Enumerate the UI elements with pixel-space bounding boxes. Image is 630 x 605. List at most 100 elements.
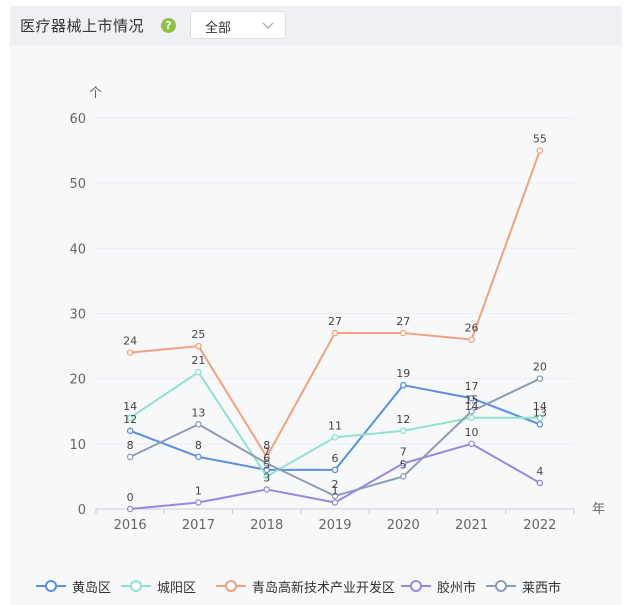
legend-line-icon (216, 580, 246, 592)
data-label: 2 (332, 478, 339, 491)
data-point (195, 421, 202, 428)
data-point (263, 486, 270, 493)
data-label: 1 (332, 484, 339, 497)
data-point (331, 434, 339, 441)
data-point (195, 342, 202, 350)
region-select[interactable]: 全部 (190, 11, 286, 39)
x-axis-unit: 年 (592, 502, 605, 517)
data-point (263, 453, 270, 461)
data-label: 8 (195, 439, 202, 452)
page-title: 医疗器械上市情况 (20, 17, 145, 35)
data-label: 7 (263, 445, 270, 458)
data-point (468, 414, 475, 422)
x-tick-label: 2021 (455, 518, 488, 533)
data-point (536, 479, 544, 487)
data-point (331, 492, 339, 500)
data-point (263, 460, 270, 467)
data-point (400, 460, 407, 467)
data-label: 5 (263, 458, 270, 471)
legend-line-icon (36, 580, 66, 592)
legend-label: 城阳区 (157, 581, 197, 596)
data-label: 6 (332, 452, 339, 465)
data-label: 21 (191, 354, 205, 367)
x-tick-label: 2018 (250, 518, 283, 533)
legend-label: 莱西市 (522, 581, 562, 596)
data-point (536, 375, 544, 382)
data-label: 7 (400, 445, 407, 458)
data-point (195, 499, 202, 506)
data-point (468, 336, 475, 343)
data-label: 0 (127, 491, 134, 504)
data-label: 13 (191, 406, 205, 419)
x-tick-label: 2020 (387, 518, 420, 533)
data-label: 17 (465, 380, 479, 393)
data-point (263, 466, 270, 474)
data-label: 10 (465, 426, 479, 439)
data-label: 19 (396, 367, 410, 380)
data-point (331, 499, 339, 506)
data-label: 27 (396, 315, 410, 328)
data-point (126, 414, 134, 422)
data-label: 24 (123, 335, 137, 348)
x-tick-label: 2019 (318, 518, 351, 533)
data-label: 15 (465, 393, 479, 406)
help-icon[interactable]: ? (161, 18, 176, 33)
data-label: 26 (465, 322, 479, 335)
panel-header: 医疗器械上市情况 ? 全部 (10, 6, 622, 46)
x-tick-label: 2017 (182, 518, 215, 533)
legend-line-icon (121, 580, 151, 592)
data-label: 14 (533, 400, 547, 413)
data-label: 25 (191, 328, 205, 341)
data-point (400, 329, 407, 337)
y-tick-label: 30 (69, 308, 86, 323)
legend-label: 胶州市 (437, 581, 477, 596)
data-label: 13 (533, 406, 547, 419)
data-point (331, 466, 339, 474)
data-point (468, 394, 475, 402)
y-tick-label: 0 (78, 503, 86, 518)
data-label: 11 (328, 419, 342, 432)
data-point (126, 453, 134, 461)
legend-label: 青岛高新技术产业开发区 (252, 581, 396, 596)
data-label: 3 (263, 471, 270, 484)
x-tick-label: 2022 (523, 518, 556, 533)
legend-label: 黄岛区 (72, 581, 112, 596)
data-point (468, 407, 475, 415)
chart-panel: 医疗器械上市情况 ? 全部 (10, 6, 622, 605)
y-tick-label: 20 (69, 373, 86, 388)
data-label: 14 (465, 400, 479, 413)
data-label: 55 (533, 133, 547, 146)
data-point (400, 427, 407, 435)
y-tick-label: 40 (69, 242, 86, 257)
region-select-value: 全部 (205, 21, 232, 36)
y-axis-unit: 个 (89, 86, 102, 101)
data-label: 1 (195, 484, 202, 497)
chart-legend: 黄岛区 城阳区 青岛高新技术产业开发区 胶州市 莱西市 (0, 576, 630, 602)
data-label: 20 (533, 361, 547, 374)
data-point (400, 473, 407, 480)
data-label: 8 (127, 439, 134, 452)
data-label: 4 (536, 465, 543, 478)
data-point (195, 453, 202, 461)
data-point (263, 473, 270, 480)
y-tick-label: 50 (69, 177, 86, 192)
data-label: 8 (263, 439, 270, 452)
data-point (126, 505, 134, 513)
legend-line-icon (401, 580, 431, 592)
data-label: 6 (263, 452, 270, 465)
data-label: 12 (123, 413, 137, 426)
y-tick-label: 60 (69, 112, 86, 127)
grid (96, 117, 574, 445)
data-point (195, 368, 202, 376)
data-point (536, 414, 544, 422)
data-point (536, 147, 544, 154)
chevron-down-icon (262, 22, 274, 29)
series-lines (126, 147, 544, 513)
data-label: 5 (400, 458, 407, 471)
data-point (126, 427, 134, 435)
data-point (126, 349, 134, 356)
x-tick-label: 2016 (114, 518, 147, 533)
